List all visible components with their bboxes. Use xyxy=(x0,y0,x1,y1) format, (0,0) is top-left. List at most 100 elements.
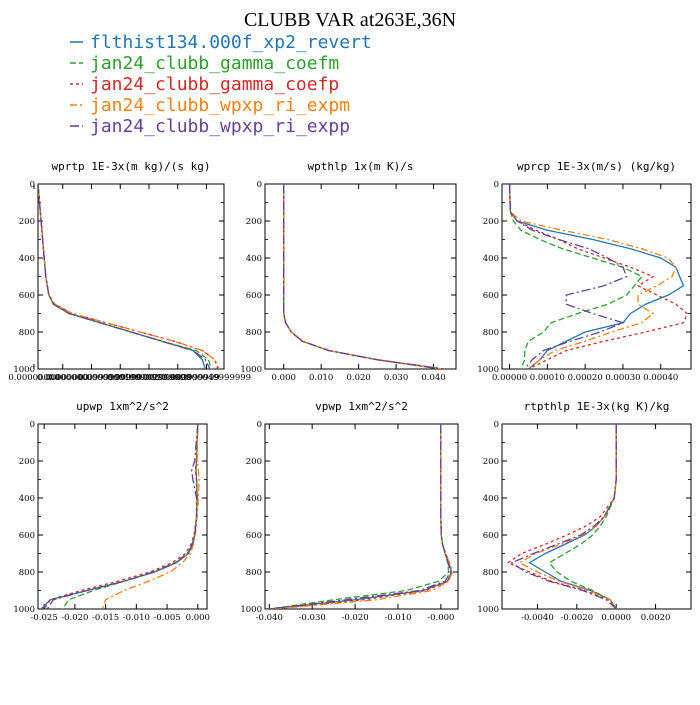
x-tick-label: -0.0020 xyxy=(561,613,594,623)
y-tick-label: 200 xyxy=(246,457,262,467)
y-tick-label: 600 xyxy=(19,291,35,301)
y-tick-label: 1000 xyxy=(477,365,499,375)
figure-title: CLUBB VAR at263E,36N xyxy=(244,9,456,31)
x-tick-label: -0.030 xyxy=(299,613,326,623)
legend-label: jan24_clubb_gamma_coefp xyxy=(90,74,339,95)
x-tick-label: -0.025 xyxy=(31,613,58,623)
y-tick-label: 800 xyxy=(19,568,35,578)
panel-1: wprtp 1E-3x(m kg)/(s kg) 0 200 400 600 800 100… xyxy=(8,160,251,383)
y-tick-label: 0 xyxy=(257,180,262,190)
y-tick-label: 200 xyxy=(483,217,499,227)
series-line xyxy=(508,184,628,369)
legend-label: jan24_clubb_wpxp_ri_expm xyxy=(90,95,350,116)
x-tick-label: 0.0000 xyxy=(601,613,631,623)
y-tick-label: 600 xyxy=(483,531,499,541)
x-tick-label: 0.0020 xyxy=(641,613,671,623)
panel-title: upwp 1xm^2/s^2 xyxy=(76,400,169,413)
panel-title: wprtp 1E-3x(m kg)/(s kg) xyxy=(52,160,211,173)
series-line xyxy=(273,424,454,609)
series-line xyxy=(508,184,685,369)
y-tick-label: 1000 xyxy=(13,605,35,615)
y-tick-label: 600 xyxy=(19,531,35,541)
x-tick-label: -0.0040 xyxy=(521,613,554,623)
y-tick-label: 200 xyxy=(246,217,262,227)
y-tick-label: 400 xyxy=(483,254,499,264)
y-tick-label: 800 xyxy=(246,568,262,578)
series-line xyxy=(62,424,199,609)
series-line xyxy=(38,184,219,369)
x-tick-label: 0.00000002999999 xyxy=(107,373,191,383)
x-tick-label: -0.005 xyxy=(153,613,180,623)
series-line xyxy=(283,184,442,369)
y-tick-label: 400 xyxy=(19,494,35,504)
panel-6: rtpthlp 1E-3x(kg K)/kg 0 200 400 600 800 1000 -… xyxy=(477,400,692,623)
panel-5: vpwp 1xm^2/s^2 0 200 400 600 800 1000-0.040 -0.… xyxy=(240,400,459,623)
plot-frame xyxy=(501,183,692,370)
y-tick-label: 800 xyxy=(246,328,262,338)
panel-3: wprcp 1E-3x(m/s) (kg/kg) 0 200 400 600 800 100… xyxy=(477,160,692,383)
plot-frame xyxy=(264,423,459,610)
y-tick-label: 400 xyxy=(483,494,499,504)
series-line xyxy=(101,424,200,609)
x-tick-label: 0.010 xyxy=(309,373,333,383)
y-tick-label: 1000 xyxy=(477,605,499,615)
y-tick-label: 0 xyxy=(494,180,499,190)
x-tick-label: 0.000000049999999 xyxy=(162,373,251,383)
x-tick-label: 0.00010 xyxy=(530,373,565,383)
x-tick-label: 0.00000 xyxy=(492,373,527,383)
y-tick-label: 0 xyxy=(494,420,499,430)
series-line xyxy=(269,424,453,609)
series-line xyxy=(273,424,454,609)
y-tick-label: 1000 xyxy=(240,365,262,375)
y-tick-label: 200 xyxy=(19,217,35,227)
x-tick-label: 0.000000099999999 xyxy=(47,373,136,383)
series-line xyxy=(46,424,199,609)
plot-frame xyxy=(501,423,692,610)
series-line xyxy=(283,184,442,369)
y-tick-label: 400 xyxy=(246,494,262,504)
y-tick-label: 400 xyxy=(19,254,35,264)
y-tick-label: 800 xyxy=(483,328,499,338)
y-tick-label: 0 xyxy=(30,180,35,190)
plot-frame xyxy=(37,183,225,370)
x-tick-label: -0.015 xyxy=(92,613,119,623)
x-tick-label: 0.00000000 xyxy=(37,373,88,383)
x-tick-label: 0.030 xyxy=(384,373,408,383)
series-line xyxy=(283,184,442,369)
series-line xyxy=(508,184,689,369)
x-tick-label: 0.000 xyxy=(272,373,296,383)
series-line xyxy=(528,424,617,609)
x-tick-label: 0.00030 xyxy=(605,373,640,383)
y-tick-label: 600 xyxy=(246,291,262,301)
x-tick-label: -0.010 xyxy=(123,613,150,623)
x-tick-label: 0.020 xyxy=(346,373,370,383)
y-tick-label: 400 xyxy=(246,254,262,264)
y-tick-label: 800 xyxy=(483,568,499,578)
series-line xyxy=(269,424,451,609)
y-tick-label: 0 xyxy=(257,420,262,430)
y-tick-label: 600 xyxy=(246,531,262,541)
series-line xyxy=(283,184,445,369)
panel-2: wpthlp 1x(m K)/s 0 200 400 600 800 1000 0.000 0.… xyxy=(240,160,457,383)
y-tick-label: 800 xyxy=(19,328,35,338)
series-line xyxy=(38,184,211,369)
y-tick-label: 200 xyxy=(483,457,499,467)
series-line xyxy=(283,184,445,369)
series-line xyxy=(43,424,199,609)
panel-title: wpthlp 1x(m K)/s xyxy=(308,160,414,173)
x-tick-label: 0.00000003999999 xyxy=(136,373,220,383)
legend-label: flthist134.000f_xp2_revert xyxy=(90,32,372,53)
y-tick-label: 600 xyxy=(483,291,499,301)
x-tick-label: 0.00020 xyxy=(568,373,603,383)
series-line xyxy=(38,184,213,369)
x-tick-label: -0.020 xyxy=(341,613,368,623)
legend-label: jan24_clubb_wpxp_ri_expp xyxy=(90,116,350,137)
y-tick-label: 1000 xyxy=(240,605,262,615)
series-line xyxy=(508,184,643,369)
plot-frame xyxy=(264,183,457,370)
panel-title: wprcp 1E-3x(m/s) (kg/kg) xyxy=(517,160,676,173)
x-tick-label: 0.000 xyxy=(186,613,210,623)
